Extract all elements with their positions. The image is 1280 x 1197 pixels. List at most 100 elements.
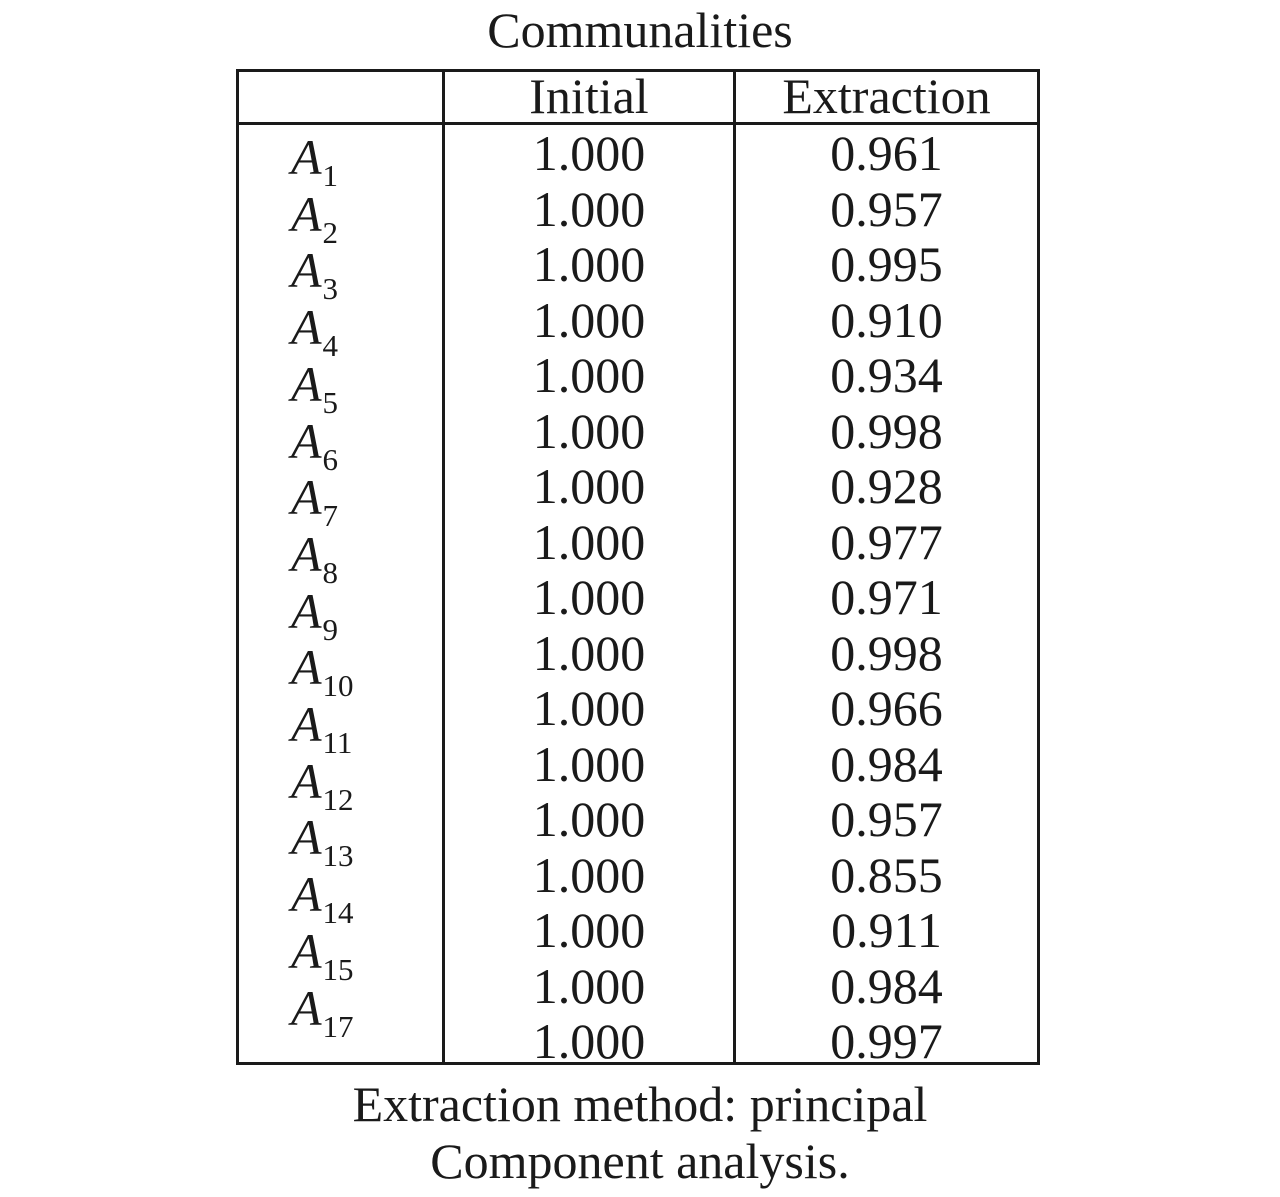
header-divider [239, 122, 1037, 125]
variable-subscript: 9 [322, 611, 339, 647]
header-extraction: Extraction [782, 68, 991, 124]
initial-value: 1.000 [532, 458, 646, 514]
extraction-value: 0.957 [830, 180, 943, 237]
table-row: 1.000 0.997 [239, 1013, 1037, 1070]
variable-letter: A [291, 866, 322, 923]
initial-value: 1.000 [532, 1013, 646, 1069]
table-footnote: Extraction method: principal Component a… [0, 1076, 1280, 1190]
table-row: A14 1.000 0.855 [239, 846, 1037, 930]
variable-subscript: 15 [322, 951, 354, 987]
variable-subscript: 17 [322, 1008, 354, 1044]
extraction-value: 0.855 [830, 846, 943, 903]
column-divider [733, 72, 736, 1062]
initial-value: 1.000 [532, 513, 646, 570]
extraction-value: 0.910 [830, 291, 943, 348]
row-variable: A2 [291, 185, 441, 250]
variable-letter: A [291, 129, 322, 185]
variable-letter: A [291, 639, 322, 696]
table-row: A4 1.000 0.910 [239, 291, 1037, 363]
initial-value: 1.000 [532, 569, 646, 625]
row-variable: A17 [291, 979, 441, 1044]
table-title: Communalities [487, 2, 793, 58]
extraction-value: 0.997 [830, 1013, 943, 1069]
variable-subscript: 10 [322, 668, 354, 704]
table-row: A17 1.000 0.984 [239, 957, 1037, 1044]
initial-value: 1.000 [532, 236, 646, 292]
table-row: A12 1.000 0.984 [239, 735, 1037, 817]
row-variable: A3 [291, 242, 441, 307]
extraction-value: 0.977 [830, 513, 943, 570]
extraction-value: 0.995 [830, 236, 943, 292]
extraction-value: 0.971 [830, 569, 943, 625]
table-row: A8 1.000 0.977 [239, 513, 1037, 590]
row-variable: A7 [291, 469, 441, 533]
footnote-line-2: Component analysis. [430, 1133, 850, 1189]
table-row: A5 1.000 0.934 [239, 347, 1037, 419]
extraction-value: 0.998 [830, 402, 943, 459]
variable-letter: A [291, 412, 322, 469]
row-variable: A13 [291, 809, 441, 874]
table-row: A3 1.000 0.995 [239, 236, 1037, 306]
extraction-value: 0.961 [830, 125, 943, 181]
variable-letter: A [291, 525, 322, 582]
variable-subscript: 4 [322, 328, 339, 364]
extraction-value: 0.934 [830, 347, 943, 403]
initial-value: 1.000 [532, 846, 646, 903]
variable-letter: A [291, 185, 322, 242]
extraction-value: 0.984 [830, 735, 943, 792]
row-variable: A8 [291, 525, 441, 590]
initial-value: 1.000 [532, 680, 646, 736]
variable-subscript: 12 [322, 781, 354, 817]
variable-subscript: 7 [322, 498, 339, 534]
variable-subscript: 8 [322, 554, 339, 590]
extraction-value: 0.998 [830, 624, 943, 681]
initial-value: 1.000 [532, 902, 646, 958]
variable-subscript: 1 [322, 158, 339, 193]
footnote-line-1: Extraction method: principal [352, 1076, 928, 1132]
row-variable: A9 [291, 582, 441, 647]
communalities-table: Initial Extraction A1 1.000 0.961 A2 1.000 0.… [236, 68, 1040, 1069]
variable-subscript: 13 [322, 838, 354, 874]
row-variable: A4 [291, 299, 441, 363]
row-variable: A12 [291, 753, 441, 817]
variable-letter: A [291, 242, 322, 299]
initial-value: 1.000 [532, 180, 646, 237]
extraction-value: 0.984 [830, 957, 943, 1014]
variable-subscript: 3 [322, 271, 339, 307]
row-variable: A10 [291, 639, 441, 704]
table-row: A9 1.000 0.971 [239, 569, 1037, 646]
table-row: A15 1.000 0.911 [239, 902, 1037, 986]
initial-value: 1.000 [532, 624, 646, 681]
initial-value: 1.000 [532, 791, 646, 847]
extraction-value: 0.957 [830, 791, 943, 847]
variable-subscript: 5 [322, 384, 339, 420]
row-variable: A1 [291, 129, 441, 193]
table-row: A7 1.000 0.928 [239, 458, 1037, 533]
row-variable: A6 [291, 412, 441, 477]
table-row: A11 1.000 0.966 [239, 680, 1037, 760]
initial-value: 1.000 [532, 735, 646, 792]
variable-letter: A [291, 469, 322, 526]
variable-letter: A [291, 809, 322, 866]
extraction-value: 0.966 [830, 680, 943, 736]
initial-value: 1.000 [532, 291, 646, 348]
variable-subscript: 2 [322, 214, 339, 250]
extraction-value: 0.928 [830, 458, 943, 514]
table-row: A13 1.000 0.957 [239, 791, 1037, 873]
table-row: A10 1.000 0.998 [239, 624, 1037, 703]
variable-letter: A [291, 582, 322, 639]
table-row: A2 1.000 0.957 [239, 180, 1037, 250]
header-variable [239, 70, 442, 122]
variable-subscript: 11 [322, 725, 353, 760]
row-variable: A14 [291, 866, 441, 930]
row-variable: A11 [291, 696, 441, 760]
variable-letter: A [291, 922, 322, 979]
header-initial: Initial [529, 68, 649, 124]
variable-letter: A [291, 299, 322, 356]
table-row: A6 1.000 0.998 [239, 402, 1037, 477]
variable-letter: A [291, 696, 322, 752]
initial-value: 1.000 [532, 125, 646, 181]
initial-value: 1.000 [532, 402, 646, 459]
variable-subscript: 6 [322, 441, 339, 477]
variable-letter: A [291, 979, 322, 1036]
